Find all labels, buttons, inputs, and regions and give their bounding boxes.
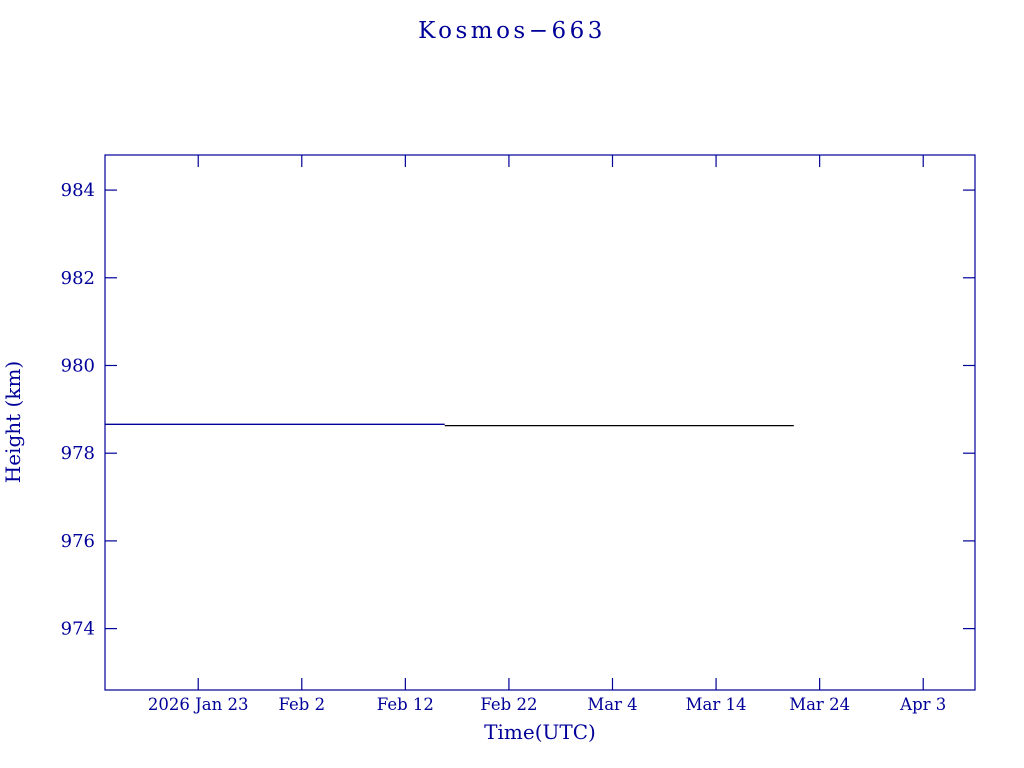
x-tick-label: Feb 2 — [278, 695, 325, 714]
y-tick-label: 982 — [61, 268, 95, 289]
y-tick-label: 974 — [61, 619, 95, 640]
y-tick-label: 984 — [61, 180, 95, 201]
y-tick-label: 976 — [61, 531, 95, 552]
x-axis-label: Time(UTC) — [484, 720, 596, 744]
x-tick-label: Mar 4 — [587, 695, 637, 714]
y-axis-label: Height (km) — [1, 361, 25, 483]
chart-title: Kosmos−663 — [418, 18, 606, 44]
x-tick-label: 2026 Jan 23 — [148, 695, 249, 714]
x-tick-label: Apr 3 — [899, 695, 946, 714]
x-tick-label: Mar 14 — [686, 695, 747, 714]
x-tick-label: Feb 22 — [480, 695, 537, 714]
y-tick-label: 978 — [61, 443, 95, 464]
y-tick-label: 980 — [61, 355, 95, 376]
plot-area: 2026 Jan 23 Feb 2 Feb 12 Feb 22 Mar 4 Mar 14 M… — [61, 154, 976, 714]
plot-frame — [104, 154, 976, 691]
x-tick-label: Feb 12 — [377, 695, 434, 714]
x-tick-label: Mar 24 — [789, 695, 850, 714]
